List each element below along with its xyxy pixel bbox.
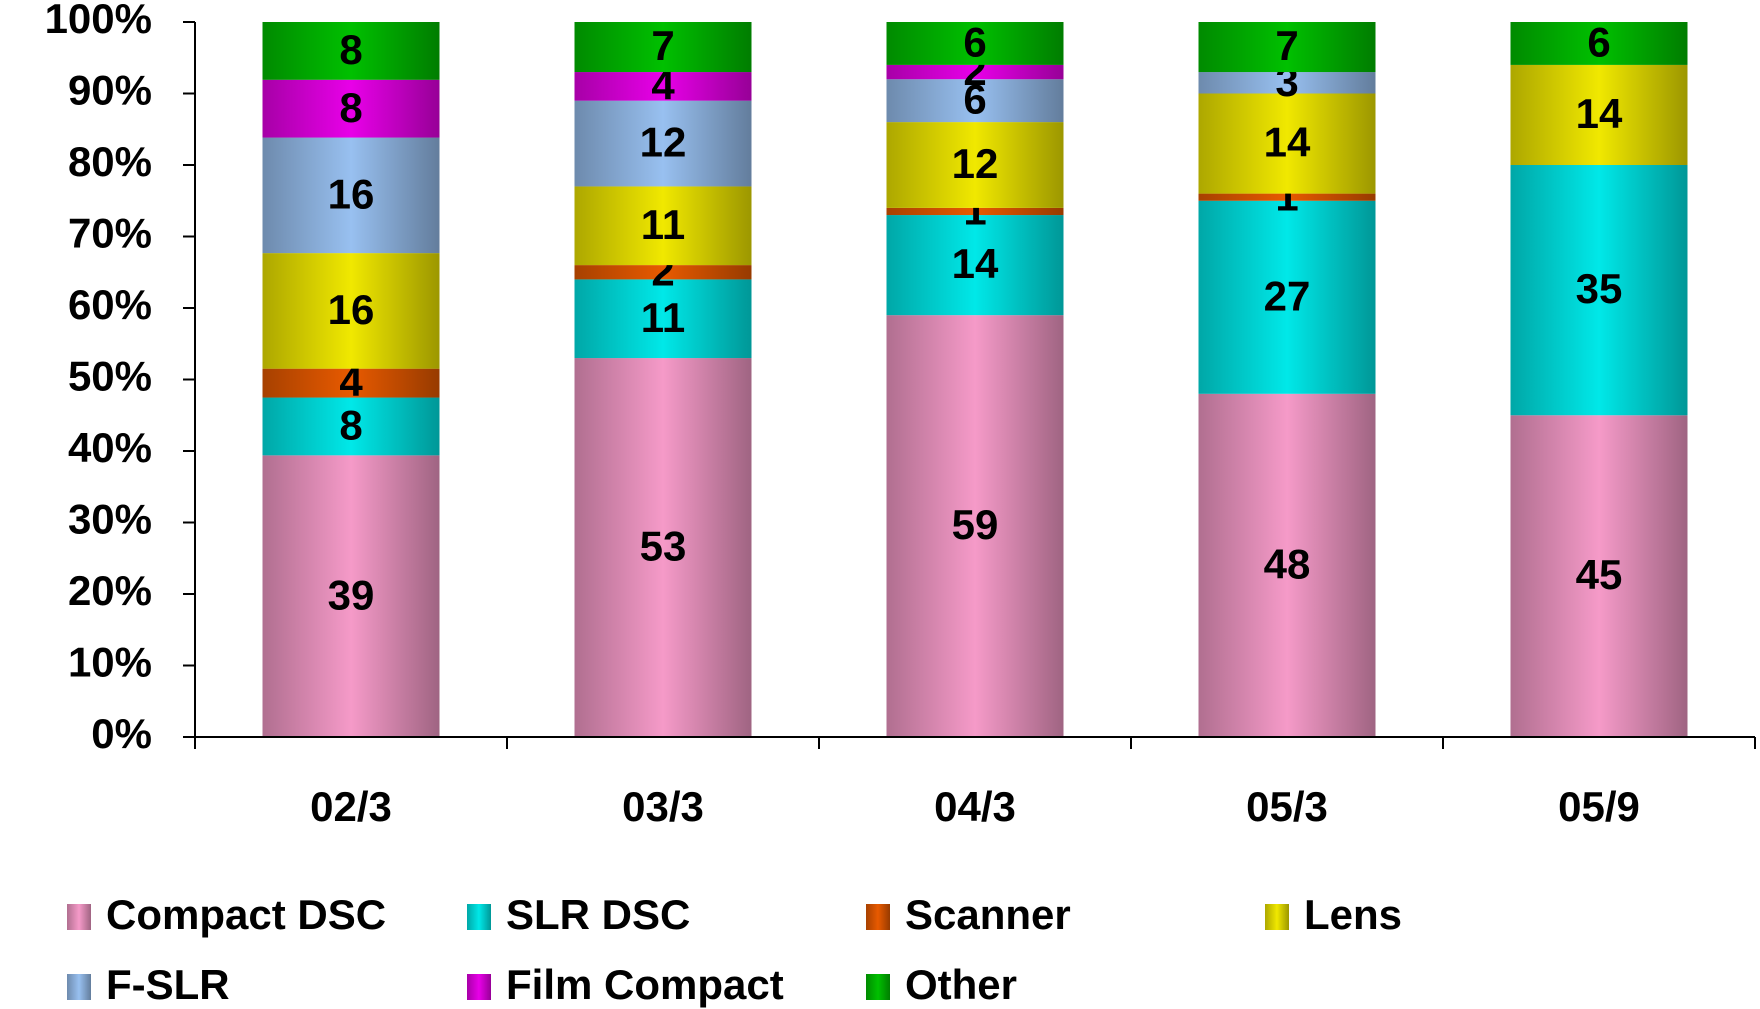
data-label: 8 xyxy=(339,402,362,449)
legend-swatch-shade xyxy=(467,904,491,930)
data-label: 7 xyxy=(1275,22,1298,69)
y-tick-label: 70% xyxy=(68,210,152,257)
bar-shade xyxy=(886,122,1064,208)
data-label: 14 xyxy=(952,240,999,287)
bar-shade xyxy=(1510,22,1688,65)
y-tick-label: 80% xyxy=(68,138,152,185)
y-tick-label: 10% xyxy=(68,639,152,686)
bar-shade xyxy=(262,79,440,138)
bar-shade xyxy=(1198,93,1376,194)
bar-shade xyxy=(1198,72,1376,94)
data-label: 12 xyxy=(640,119,687,166)
x-tick-label: 05/3 xyxy=(1246,783,1328,830)
legend-swatch-shade xyxy=(467,974,491,1000)
bar-shade xyxy=(574,22,752,73)
legend-label: Lens xyxy=(1304,891,1402,938)
legend-swatch-shade xyxy=(1265,904,1289,930)
legend-label: Compact DSC xyxy=(106,891,386,938)
legend-label: SLR DSC xyxy=(506,891,690,938)
data-label: 11 xyxy=(641,294,685,341)
bar-shade xyxy=(886,22,1064,65)
data-label: 35 xyxy=(1576,265,1623,312)
bar-shade xyxy=(262,455,440,737)
data-label: 6 xyxy=(1587,19,1610,66)
bar-shade xyxy=(574,72,752,101)
legend-swatch-shade xyxy=(67,904,91,930)
y-tick-label: 50% xyxy=(68,353,152,400)
bar-shade xyxy=(1510,165,1688,416)
legend-label: Scanner xyxy=(905,891,1071,938)
data-label: 59 xyxy=(952,501,999,548)
data-label: 8 xyxy=(339,26,362,73)
data-label: 27 xyxy=(1264,272,1311,319)
data-label: 11 xyxy=(641,201,685,248)
data-label: 53 xyxy=(640,523,687,570)
bar-shade xyxy=(574,186,752,266)
bar-shade xyxy=(886,207,1064,216)
bar-shade xyxy=(262,397,440,456)
bar-shade xyxy=(886,215,1064,316)
y-tick-label: 100% xyxy=(45,0,152,42)
y-tick-label: 40% xyxy=(68,424,152,471)
bar-shade xyxy=(262,137,440,254)
legend-label: Film Compact xyxy=(506,961,784,1008)
y-tick-label: 60% xyxy=(68,281,152,328)
data-label: 14 xyxy=(1264,119,1311,166)
bar-shade xyxy=(262,368,440,398)
bar-shade xyxy=(886,315,1064,737)
legend-swatch-shade xyxy=(866,904,890,930)
data-label: 45 xyxy=(1576,551,1623,598)
bar-shade xyxy=(574,100,752,187)
bar-shade xyxy=(1198,200,1376,394)
legend-swatch-shade xyxy=(866,974,890,1000)
bar-shade xyxy=(262,22,440,80)
y-tick-label: 20% xyxy=(68,567,152,614)
bar-shade xyxy=(886,64,1064,80)
bar-shade xyxy=(886,79,1064,123)
legend-label: Other xyxy=(905,961,1017,1008)
x-tick-label: 02/3 xyxy=(310,783,392,830)
data-label: 39 xyxy=(328,571,375,618)
bar-shade xyxy=(262,253,440,369)
x-tick-label: 04/3 xyxy=(934,783,1016,830)
legend-label: F-SLR xyxy=(106,961,230,1008)
data-label: 16 xyxy=(328,170,375,217)
x-tick-label: 05/9 xyxy=(1558,783,1640,830)
bar-shade xyxy=(574,358,752,737)
y-tick-label: 0% xyxy=(91,710,152,757)
data-label: 48 xyxy=(1264,540,1311,587)
bar-shade xyxy=(574,265,752,280)
bar-shade xyxy=(1510,415,1688,737)
y-tick-label: 30% xyxy=(68,496,152,543)
y-tick-label: 90% xyxy=(68,67,152,114)
legend-swatch-shade xyxy=(67,974,91,1000)
data-label: 8 xyxy=(339,84,362,131)
data-label: 6 xyxy=(963,19,986,66)
x-tick-label: 03/3 xyxy=(622,783,704,830)
bar-shade xyxy=(1510,64,1688,165)
data-label: 6 xyxy=(963,76,986,123)
data-label: 7 xyxy=(651,22,674,69)
bar-shade xyxy=(574,279,752,359)
bar-shade xyxy=(1198,22,1376,73)
data-label: 14 xyxy=(1576,90,1623,137)
bar-shade xyxy=(1198,393,1376,737)
data-label: 12 xyxy=(952,140,999,187)
data-label: 16 xyxy=(328,286,375,333)
bar-shade xyxy=(1198,193,1376,201)
